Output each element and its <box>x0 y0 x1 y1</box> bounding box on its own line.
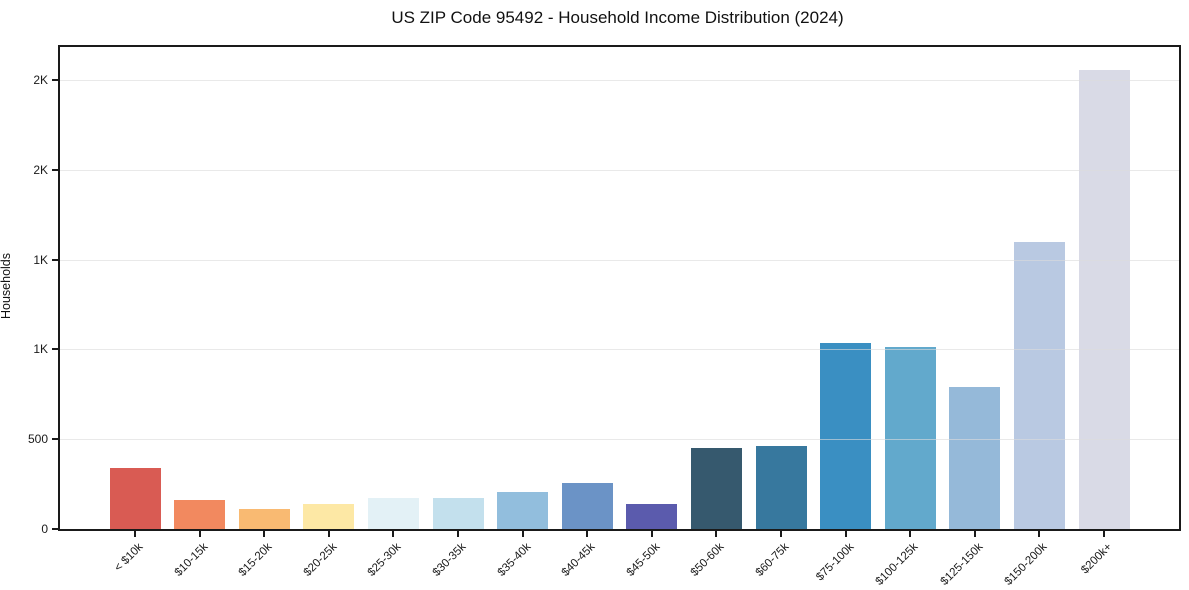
x-tick-label-text: $45-50k <box>624 541 663 579</box>
chart-title: US ZIP Code 95492 - Household Income Dis… <box>391 8 844 27</box>
x-tick-label-text: $60-75k <box>753 541 792 579</box>
gridline-2000 <box>60 169 1179 171</box>
bar-$100-125k <box>884 346 936 529</box>
x-tick-mark-$100-125k <box>909 531 912 537</box>
y-tick-mark-500 <box>52 438 58 441</box>
x-tick-mark-$45-50k <box>650 531 653 537</box>
x-tick-label-text: $40-45k <box>559 541 598 579</box>
bar-$150-200k <box>1013 241 1065 529</box>
x-tick-mark-$50-60k <box>715 531 718 537</box>
x-tick-label-text: $10-15k <box>172 541 211 579</box>
y-tick-label-1500: 1K <box>33 252 48 267</box>
bar-$50-60k <box>690 448 742 529</box>
x-tick-mark-$125-150k <box>973 531 976 537</box>
gridline-1500 <box>60 259 1179 261</box>
bar-$15-20k <box>238 509 290 529</box>
x-tick-mark-$200k+ <box>1103 531 1105 537</box>
x-tick-mark-$40-45k <box>586 531 589 537</box>
x-tick-label-text: $50-60k <box>689 541 727 579</box>
x-tick-mark-$15-20k <box>263 531 266 537</box>
y-tick-label-0: 0 <box>41 522 48 536</box>
x-tick-label-text: $100-125k <box>873 541 921 588</box>
bar-< $10k <box>109 467 161 529</box>
bar-$10-15k <box>174 500 226 529</box>
bar-$75-100k <box>820 343 872 529</box>
bar-$45-50k <box>626 503 678 529</box>
y-tick-label-500: 500 <box>27 432 48 447</box>
y-tick-mark-1500 <box>52 258 58 261</box>
x-tick-label-text: $150-200k <box>1002 541 1050 588</box>
x-tick-mark-$20-25k <box>327 531 330 537</box>
bar-$25-30k <box>367 498 419 529</box>
y-tick-mark-1000 <box>52 348 58 351</box>
x-tick-mark-$30-35k <box>457 531 459 537</box>
bar-$35-40k <box>497 492 549 529</box>
y-tick-label-2000: 2K <box>33 162 48 177</box>
x-tick-mark-$10-15k <box>198 531 201 537</box>
y-tick-mark-0 <box>52 528 58 530</box>
x-tick-label-text: < $10k <box>112 541 146 575</box>
x-tick-label-text: $200k+ <box>1079 541 1115 577</box>
x-tick-mark-$25-30k <box>392 531 395 537</box>
y-tick-label-1000: 1K <box>33 342 48 357</box>
bar-$60-75k <box>755 445 807 529</box>
y-tick-label-2500: 2K <box>33 73 48 88</box>
bar-$30-35k <box>432 498 484 529</box>
plot-area <box>58 45 1181 531</box>
y-tick-mark-2500 <box>52 79 58 82</box>
x-tick-label-text: $75-100k <box>813 541 857 584</box>
bar-$125-150k <box>949 387 1001 529</box>
x-tick-mark-$75-100k <box>844 531 847 537</box>
x-tick-label-text: $20-25k <box>301 541 340 579</box>
x-tick-mark-$35-40k <box>521 531 524 537</box>
bar-$200k+ <box>1078 70 1130 529</box>
x-tick-label-text: $30-35k <box>430 541 469 579</box>
gridline-1000 <box>60 349 1179 351</box>
x-tick-label-text: $125-150k <box>938 541 986 588</box>
gridline-500 <box>60 439 1179 441</box>
bar-$20-25k <box>303 503 355 529</box>
gridline-2500 <box>60 80 1179 82</box>
x-tick-label-text: $15-20k <box>236 541 275 579</box>
x-tick-mark-$60-75k <box>780 531 782 537</box>
x-tick-label-text: $35-40k <box>495 541 534 579</box>
bar-$40-45k <box>561 483 613 529</box>
x-tick-mark-< $10k <box>134 531 136 537</box>
x-tick-mark-$150-200k <box>1038 531 1041 537</box>
x-tick-label-text: $25-30k <box>366 541 404 579</box>
y-tick-mark-2000 <box>52 168 58 171</box>
